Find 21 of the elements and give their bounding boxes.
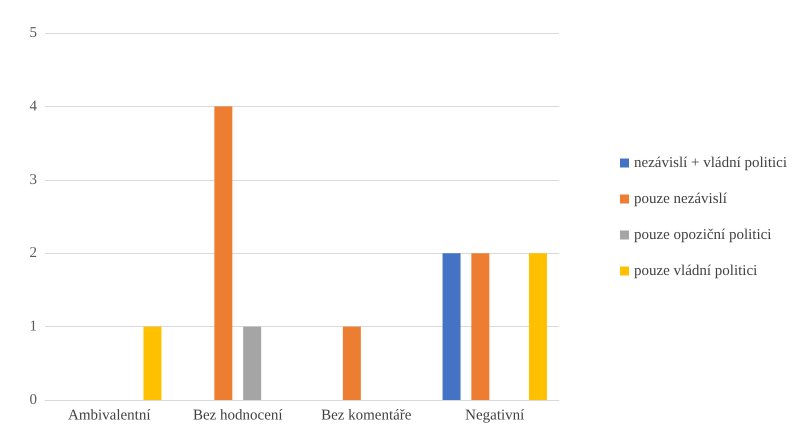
y-tick-label: 1: [30, 318, 37, 335]
x-tick-label: Ambivalentní: [68, 408, 152, 424]
bar: [243, 326, 262, 400]
x-tick-label: Negativní: [465, 408, 526, 424]
legend-label: pouze nezávislí: [634, 191, 728, 207]
x-tick-label: Bez hodnocení: [192, 408, 284, 424]
y-tick-label: 2: [30, 245, 37, 262]
bar: [442, 253, 461, 400]
bar: [143, 326, 162, 400]
bar: [471, 253, 490, 400]
legend-label: pouze vládní politici: [634, 263, 758, 279]
bar: [214, 106, 232, 400]
y-tick-label: 0: [30, 392, 37, 408]
y-tick-label: 5: [30, 25, 37, 41]
y-tick-label: 3: [30, 172, 37, 188]
legend-label: pouze opoziční politici: [634, 227, 772, 243]
legend-label: nezávislí + vládní politici: [634, 155, 788, 171]
y-tick-label: 4: [30, 98, 38, 114]
bar: [342, 326, 361, 400]
bar: [528, 253, 547, 400]
x-tick-label: Bez komentáře: [321, 408, 412, 424]
